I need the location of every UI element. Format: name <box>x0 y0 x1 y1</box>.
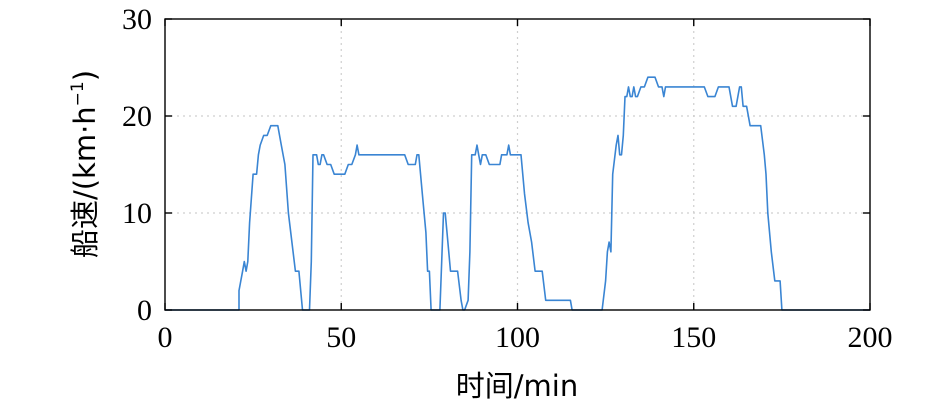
y-axis-label-close: ) <box>68 70 102 81</box>
y-axis-label-main: 船速/(km·h <box>68 106 102 258</box>
x-tick-label: 200 <box>848 321 893 354</box>
x-tick-label: 150 <box>671 321 716 354</box>
y-tick-labels: 0 10 20 30 <box>122 3 152 327</box>
y-axis-label: 船速/(km·h−1) <box>68 70 102 258</box>
y-tick-label: 30 <box>122 3 152 36</box>
x-axis-label: 时间/min <box>456 369 578 403</box>
y-tick-label: 10 <box>122 197 152 230</box>
y-axis-label-superscript: −1 <box>68 81 88 106</box>
x-tick-label: 0 <box>158 321 173 354</box>
series-layer <box>165 76 870 311</box>
y-tick-label: 20 <box>122 100 152 133</box>
tick-layer <box>164 18 871 311</box>
x-tick-label: 50 <box>326 321 356 354</box>
x-tick-label: 100 <box>495 321 540 354</box>
y-tick-label: 0 <box>137 294 152 327</box>
grid-layer <box>165 19 870 310</box>
x-tick-labels: 0 50 100 150 200 <box>158 321 893 354</box>
speed-series-line <box>165 76 870 311</box>
